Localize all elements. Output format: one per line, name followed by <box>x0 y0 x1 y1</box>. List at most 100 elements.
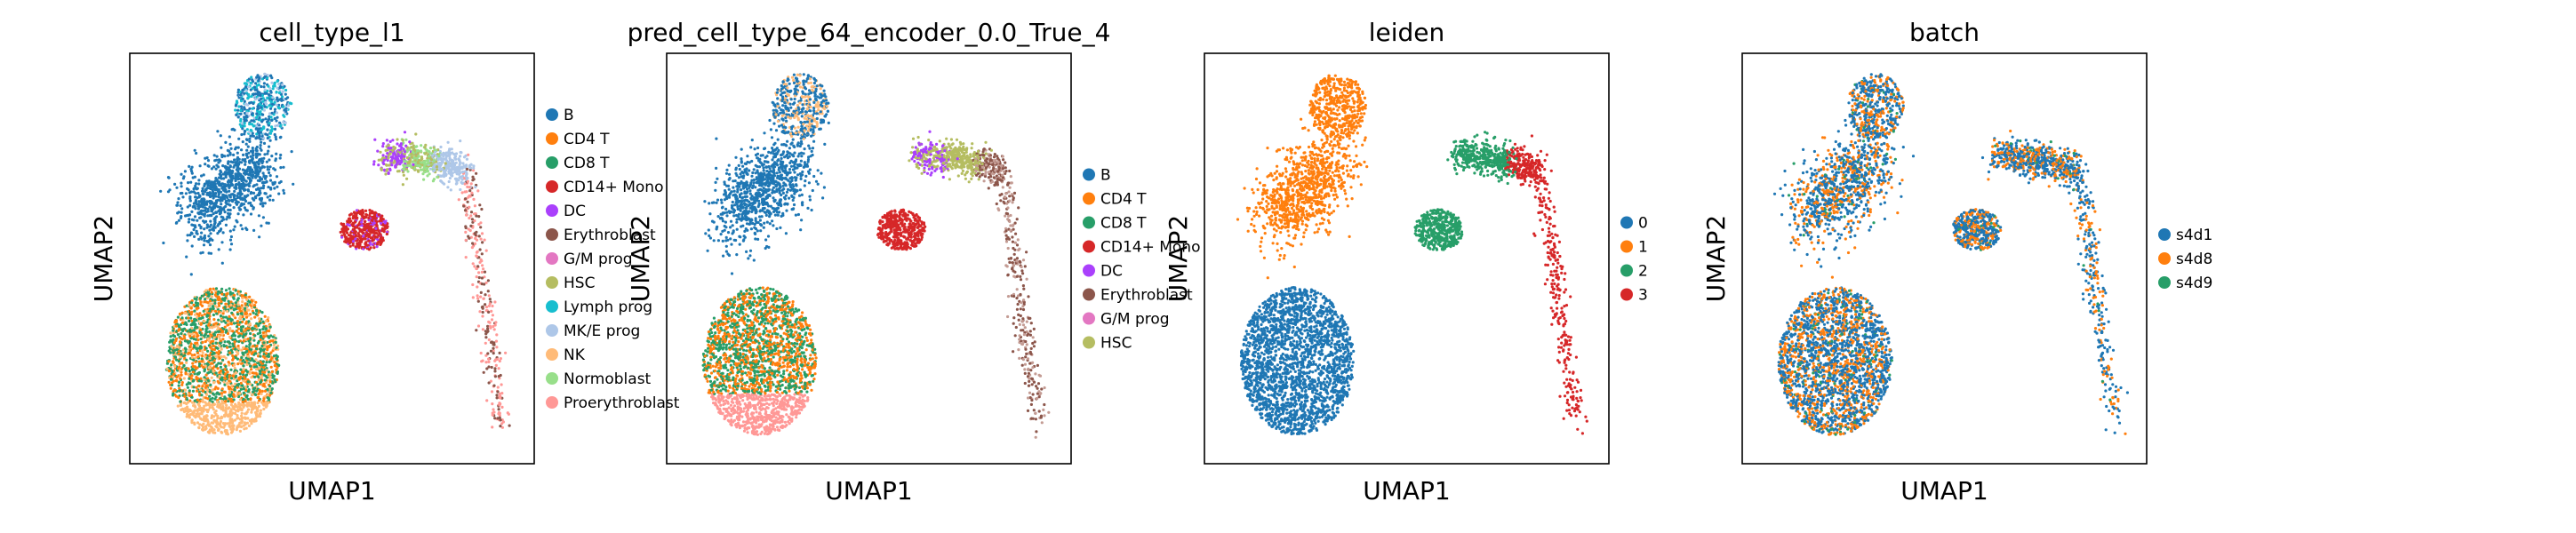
data-point <box>216 155 219 158</box>
data-point <box>230 193 233 195</box>
data-point <box>492 343 494 346</box>
data-point <box>470 211 473 213</box>
data-point <box>268 158 270 161</box>
data-point <box>284 122 287 124</box>
data-point <box>485 306 488 308</box>
data-point <box>170 335 172 338</box>
data-point <box>372 160 375 163</box>
data-point <box>191 356 194 359</box>
data-point <box>252 345 254 347</box>
data-point <box>434 148 436 151</box>
data-point <box>262 366 265 369</box>
data-point <box>255 419 258 422</box>
data-point <box>236 353 239 355</box>
data-point <box>241 312 244 314</box>
data-point <box>490 341 492 344</box>
data-point <box>229 369 232 371</box>
legend-label: CD14+ Mono <box>564 179 663 196</box>
data-point <box>188 348 190 351</box>
data-point <box>417 161 420 163</box>
data-point <box>220 328 222 330</box>
data-point <box>184 410 187 412</box>
data-point <box>389 159 392 162</box>
data-point <box>198 412 201 415</box>
data-point <box>437 155 440 157</box>
data-point <box>253 386 256 389</box>
data-point <box>403 147 405 150</box>
data-point <box>486 325 489 328</box>
data-point <box>179 401 181 403</box>
data-point <box>482 360 484 362</box>
data-point <box>202 193 204 195</box>
data-point <box>244 163 246 166</box>
data-point <box>215 287 218 290</box>
data-point <box>284 89 287 91</box>
data-point <box>168 349 171 352</box>
data-point <box>191 172 194 175</box>
data-point <box>244 206 246 209</box>
data-point <box>250 411 252 414</box>
data-point <box>236 313 239 315</box>
data-point <box>485 250 488 252</box>
data-point <box>252 102 254 105</box>
data-point <box>389 147 392 149</box>
data-point <box>447 141 450 144</box>
data-point <box>190 224 193 227</box>
data-point <box>480 259 483 261</box>
data-point <box>216 179 219 181</box>
data-point <box>188 165 190 168</box>
data-point <box>424 153 427 155</box>
data-point <box>204 188 207 191</box>
data-point <box>273 187 276 189</box>
data-point <box>245 228 248 231</box>
data-point <box>228 203 231 206</box>
data-point <box>212 165 215 168</box>
data-point <box>215 365 218 368</box>
data-point <box>262 325 265 328</box>
data-point <box>283 192 285 195</box>
data-point <box>197 182 200 185</box>
data-point <box>221 338 224 340</box>
data-point <box>490 350 492 353</box>
data-point <box>213 298 216 301</box>
data-point <box>199 388 202 391</box>
data-point <box>269 179 272 182</box>
data-point <box>259 329 261 331</box>
data-point <box>469 195 472 197</box>
legend-marker <box>546 180 558 193</box>
data-point <box>231 354 234 357</box>
data-point <box>212 202 214 204</box>
data-point <box>208 305 211 307</box>
data-point <box>250 368 252 370</box>
data-point <box>417 171 420 173</box>
data-point <box>251 394 253 396</box>
data-point <box>194 205 196 208</box>
data-point <box>372 217 375 219</box>
data-point <box>499 352 501 354</box>
data-point <box>458 198 460 201</box>
data-point <box>264 117 267 120</box>
data-point <box>262 187 265 189</box>
data-point <box>237 303 240 306</box>
data-point <box>256 149 259 152</box>
data-point <box>244 161 247 163</box>
data-point <box>223 391 226 394</box>
data-point <box>208 354 211 357</box>
data-point <box>473 178 476 180</box>
data-point <box>489 298 492 300</box>
data-point <box>470 192 473 195</box>
data-point <box>234 418 236 421</box>
data-point <box>223 306 226 308</box>
data-point <box>400 142 403 145</box>
data-point <box>229 209 232 211</box>
data-point <box>217 429 220 432</box>
data-point <box>197 179 200 181</box>
data-point <box>461 182 464 185</box>
x-axis-label: UMAP1 <box>288 476 376 505</box>
data-point <box>267 394 269 396</box>
data-point <box>275 354 277 357</box>
data-point <box>224 373 227 376</box>
data-point <box>251 420 253 423</box>
data-point <box>201 349 204 352</box>
data-point <box>462 204 465 207</box>
